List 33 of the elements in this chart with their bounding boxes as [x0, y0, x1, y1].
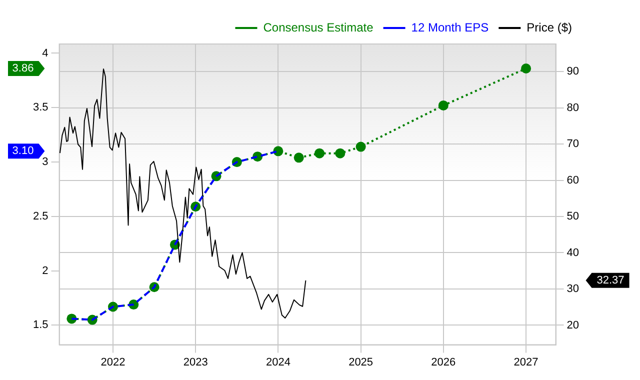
y-tick-label: 3 — [42, 156, 48, 168]
x-tick-label: 2023 — [183, 356, 208, 368]
y2-tick-label: 30 — [566, 283, 580, 296]
y2-tick-label: 20 — [566, 319, 580, 332]
x-tick-label: 2024 — [266, 356, 290, 368]
point — [356, 142, 366, 152]
point — [273, 146, 284, 156]
legend-label: Consensus Estimate — [263, 20, 374, 34]
y2-tick-label: 60 — [566, 174, 580, 186]
y2-tick-label: 70 — [566, 138, 580, 150]
point — [521, 63, 532, 74]
text: 3.10 — [12, 145, 34, 158]
point — [438, 100, 448, 110]
y-tick-label: 4 — [42, 47, 48, 60]
text: 32.37 — [596, 274, 624, 286]
x-tick-label: 2025 — [348, 356, 374, 368]
point — [314, 148, 325, 158]
y-tick-label: 2.5 — [32, 210, 48, 222]
y2-tick-label: 80 — [566, 102, 580, 114]
legend-label: Price ($) — [526, 20, 572, 34]
legend-label: 12 Month EPS — [411, 20, 489, 34]
x-tick-label: 2022 — [100, 356, 126, 368]
y2-tick-label: 40 — [566, 246, 580, 259]
y2-tick-label: 90 — [566, 66, 580, 78]
y-tick-label: 2 — [42, 264, 48, 277]
y-tick-label: 1.5 — [32, 319, 48, 332]
x-tick-label: 2026 — [431, 356, 456, 368]
x-tick-label: 2027 — [514, 356, 538, 368]
y-tick-label: 3.5 — [32, 102, 48, 114]
text: 3.86 — [12, 62, 34, 75]
y2-tick-label: 50 — [566, 210, 580, 223]
point — [335, 148, 346, 158]
point — [294, 152, 304, 163]
